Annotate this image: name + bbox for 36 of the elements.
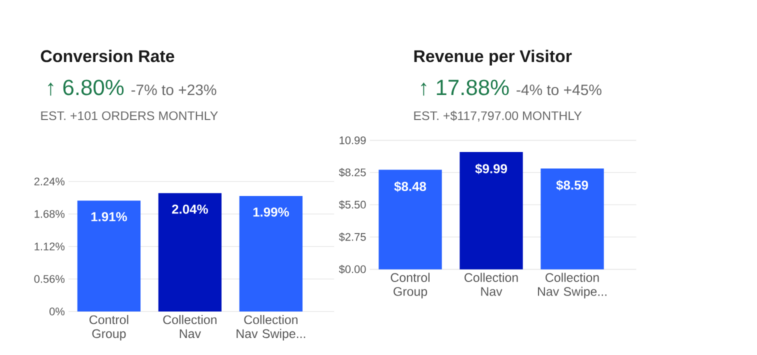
chart-subtitle: ↑ 17.88% xyxy=(421,80,509,96)
x-tick-label: Control Group xyxy=(390,272,430,298)
data-label: $8.59 xyxy=(556,180,588,191)
bar xyxy=(540,168,604,270)
x-tick-label: Control Group xyxy=(90,314,128,341)
chart-title: Conversion Rate xyxy=(40,50,174,62)
data-label: 2.04% xyxy=(172,204,208,214)
data-label: 1.91% xyxy=(91,212,127,222)
chart-title: Revenue per Visitor xyxy=(414,50,572,66)
x-tick-label: Collection Nav Swipe... xyxy=(236,314,306,341)
data-label: 1.99% xyxy=(253,207,289,217)
y-tick-label: 1.68% xyxy=(34,210,65,218)
bar xyxy=(158,193,222,312)
bar xyxy=(239,196,303,312)
chart-subtitle: ↑ 6.80% xyxy=(48,80,124,96)
text: -7% to +23% xyxy=(131,84,216,96)
y-tick-label: 10.99 xyxy=(340,136,366,144)
text: -4% to +45% xyxy=(516,84,602,96)
y-tick-label: 0.56% xyxy=(34,275,65,283)
data-label: $8.48 xyxy=(394,181,426,192)
x-tick-label: Collection Nav xyxy=(464,272,518,296)
x-tick-label: Collection Nav Swipe... xyxy=(538,272,606,298)
y-tick-label: $5.50 xyxy=(338,200,366,210)
y-tick-label: $8.25 xyxy=(338,168,366,177)
bar xyxy=(460,152,523,270)
y-tick-label: 2.24% xyxy=(34,178,65,186)
y-tick-label: $0.00 xyxy=(338,264,366,274)
y-tick-label: 1.12% xyxy=(34,242,65,250)
data-label: $9.99 xyxy=(475,164,507,174)
text: EST. +$117,797.00 MONTHLY xyxy=(414,110,582,122)
bar xyxy=(378,170,442,270)
y-tick-label: 0% xyxy=(50,308,65,316)
bar xyxy=(77,200,141,312)
y-tick-label: $2.75 xyxy=(338,232,366,242)
x-tick-label: Collection Nav xyxy=(163,314,216,338)
text: EST. +101 ORDERS MONTHLY xyxy=(41,111,218,120)
